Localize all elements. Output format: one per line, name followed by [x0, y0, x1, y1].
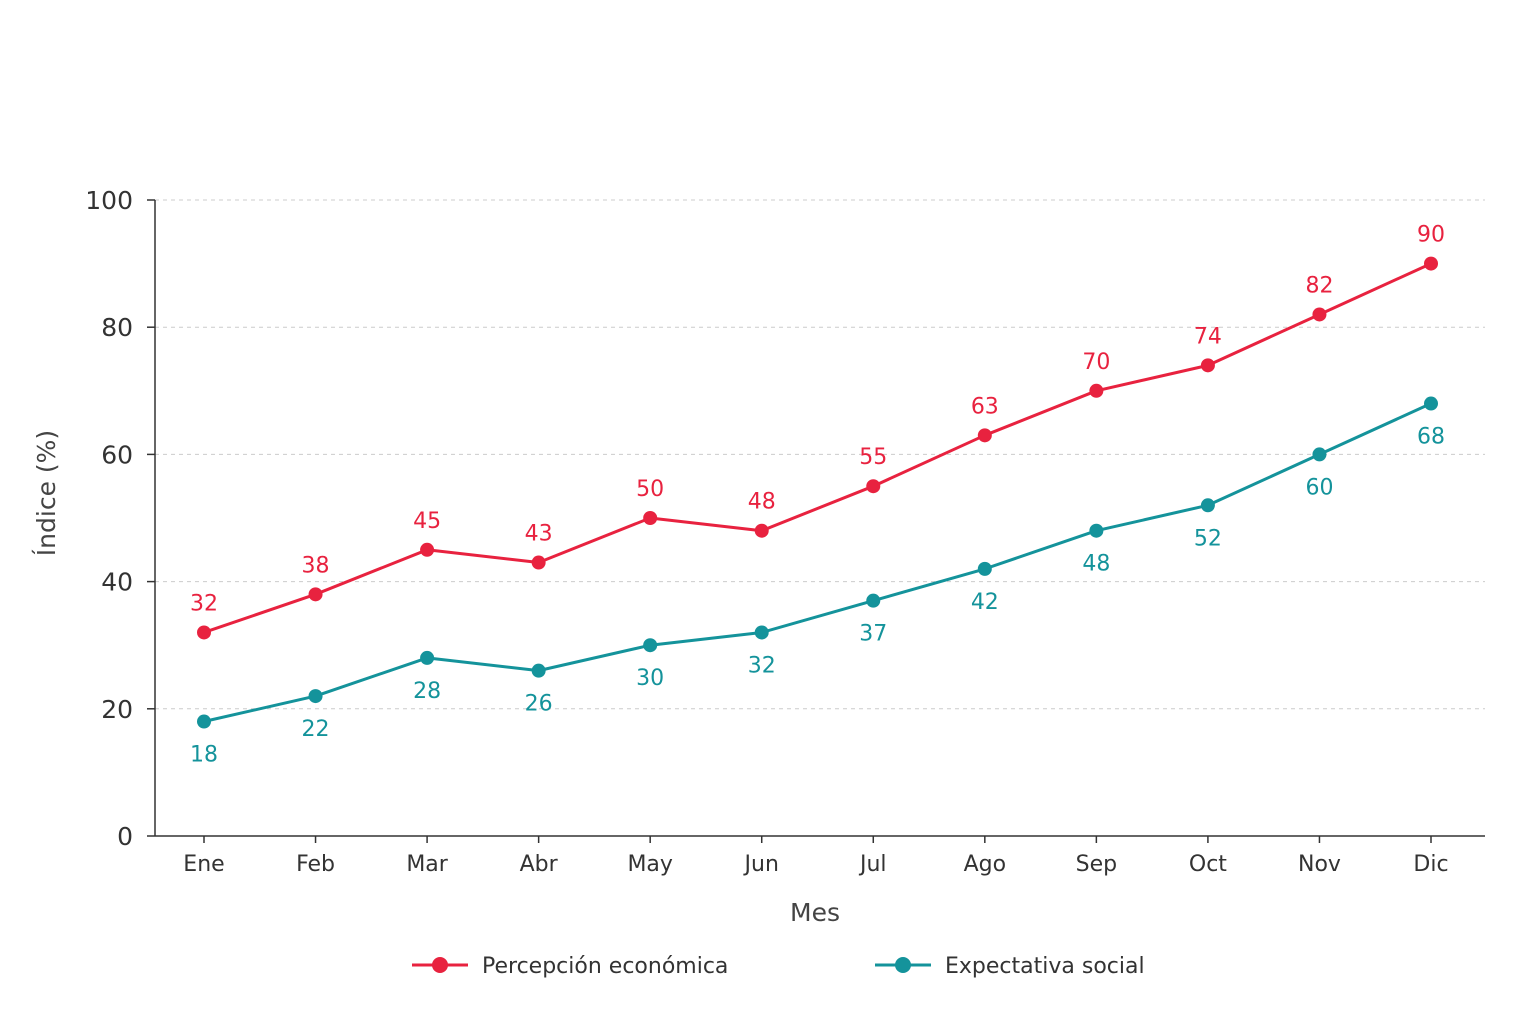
x-tick-label: May	[627, 852, 672, 877]
legend: Percepción económica Expectativa social	[412, 954, 1145, 979]
x-tick-label: Feb	[296, 852, 335, 877]
legend-label: Expectativa social	[945, 954, 1145, 979]
data-label: 26	[525, 692, 553, 717]
data-point	[531, 663, 546, 678]
x-tick-label: Sep	[1076, 852, 1117, 877]
y-tick-label: 60	[101, 440, 133, 469]
data-point	[1200, 498, 1215, 513]
data-point	[308, 689, 323, 704]
legend-label: Percepción económica	[482, 954, 728, 979]
y-tick-labels: 0 20 40 60 80 100	[85, 186, 155, 851]
legend-item: Percepción económica	[412, 954, 728, 979]
series-line	[203, 262, 1432, 634]
x-tick-label: Jun	[743, 852, 779, 877]
data-label: 22	[302, 717, 330, 742]
y-tick-label: 20	[101, 695, 133, 724]
data-label: 37	[859, 622, 887, 647]
y-tick-label: 100	[85, 186, 133, 215]
data-label: 68	[1417, 425, 1445, 450]
data-label: 55	[859, 445, 887, 470]
x-tick-labels: Ene Feb Mar Abr May Jun Jul Ago Sep Oct Nov Dic	[183, 836, 1449, 877]
data-label: 48	[748, 490, 776, 515]
data-point	[1089, 523, 1104, 538]
data-point	[531, 555, 546, 570]
data-point	[1089, 383, 1104, 398]
data-point	[420, 650, 435, 665]
x-tick-label: Abr	[520, 852, 559, 877]
data-point	[754, 523, 769, 538]
data-point	[1424, 396, 1438, 411]
data-label: 28	[413, 679, 441, 704]
y-tick-label: 0	[117, 822, 133, 851]
data-label: 30	[636, 666, 664, 691]
series-group: 18 22 28 26 30 32 37 42 48 52 60 68	[190, 396, 1445, 768]
y-axis-title: Índice (%)	[32, 430, 61, 556]
data-point	[643, 638, 658, 653]
data-label: 60	[1305, 475, 1333, 500]
data-point	[866, 479, 881, 494]
data-point	[1424, 256, 1438, 271]
data-label: 32	[748, 653, 776, 678]
grid-lines	[155, 199, 1485, 710]
data-label: 18	[190, 743, 218, 768]
data-label: 42	[971, 590, 999, 615]
x-tick-label: Nov	[1298, 852, 1341, 877]
y-tick-label: 40	[101, 568, 133, 597]
series-line	[203, 402, 1432, 723]
x-axis-title: Mes	[790, 898, 840, 927]
data-label: 52	[1194, 526, 1222, 551]
data-point	[1312, 307, 1327, 322]
legend-item: Expectativa social	[875, 954, 1145, 979]
data-point	[977, 428, 992, 443]
x-tick-label: Jul	[858, 852, 887, 877]
series-group: 32 38 45 43 50 48 55 63 70 74 82 90	[190, 223, 1445, 640]
x-tick-label: Dic	[1413, 852, 1448, 877]
axes	[154, 200, 1485, 837]
data-label: 32	[190, 591, 218, 616]
data-point	[977, 561, 992, 576]
data-label: 38	[302, 553, 330, 578]
data-label: 63	[971, 394, 999, 419]
data-point	[197, 625, 211, 640]
data-point	[866, 593, 881, 608]
x-tick-label: Ago	[964, 852, 1006, 877]
data-label: 82	[1305, 273, 1333, 298]
data-point	[197, 714, 211, 729]
data-label: 90	[1417, 223, 1445, 248]
data-point	[754, 625, 769, 640]
data-point	[1200, 358, 1215, 373]
x-tick-label: Mar	[406, 852, 448, 877]
x-tick-label: Ene	[183, 852, 224, 877]
data-label: 48	[1082, 552, 1110, 577]
data-label: 50	[636, 477, 664, 502]
data-label: 70	[1082, 350, 1110, 375]
legend-swatch-marker	[432, 957, 448, 973]
legend-swatch-marker	[895, 957, 911, 973]
data-label: 43	[525, 522, 553, 547]
data-label: 45	[413, 509, 441, 534]
y-tick-label: 80	[101, 313, 133, 342]
x-tick-label: Oct	[1189, 852, 1227, 877]
data-label: 74	[1194, 324, 1222, 349]
data-point	[643, 511, 658, 525]
data-point	[308, 587, 323, 602]
data-point	[1312, 447, 1327, 462]
data-point	[420, 542, 435, 557]
series: 32 38 45 43 50 48 55 63 70 74 82 90 18 22 28 26 30 32 37 42…	[190, 223, 1445, 768]
